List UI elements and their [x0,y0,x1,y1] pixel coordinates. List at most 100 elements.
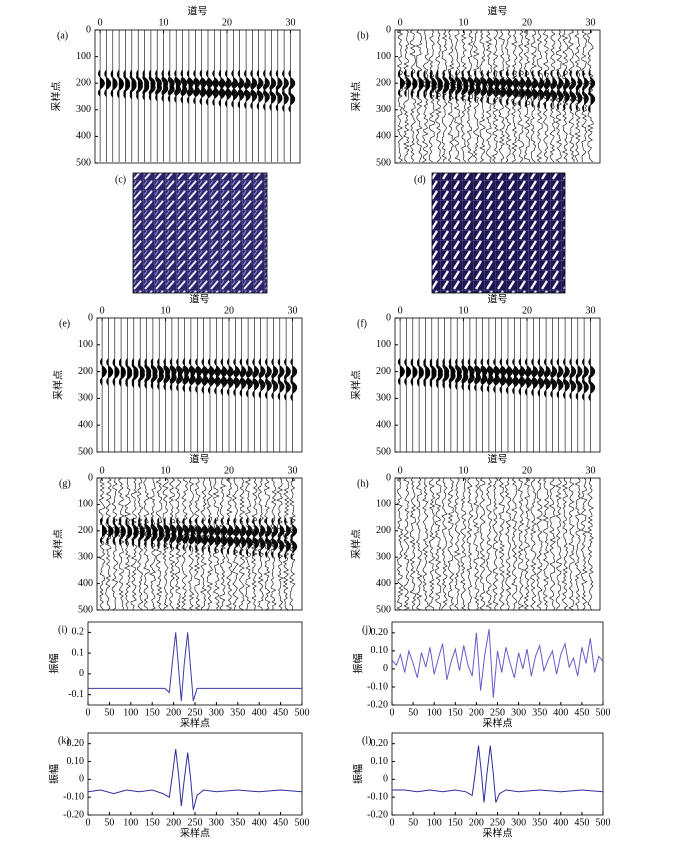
panel-label: (e) [59,318,70,329]
wavelet [98,69,105,97]
wavelet [563,372,570,399]
trace [428,477,436,611]
panel-label: (a) [57,30,68,41]
wavelet [588,374,596,402]
plot-frame [394,317,601,453]
wavelet [161,75,169,102]
wavelet [429,360,437,388]
wavelet [524,358,532,386]
wavelet [226,358,234,386]
wavelet [518,368,526,396]
wavelet [474,364,481,392]
y-tick-label: 0.20 [371,627,389,638]
wavelet [455,74,462,102]
y-tick-label: 400 [76,131,91,142]
x-tick-label: 30 [285,17,295,28]
x-tick-label: 250 [490,817,505,828]
wavelet [467,364,475,391]
x-tick-label: 200 [166,707,181,718]
trace [422,29,429,163]
x-axis-title: 道号 [488,292,508,305]
y-axis-title: 采样点 [349,529,362,559]
wavelet [131,520,139,547]
y-tick-label: 0 [79,774,84,785]
trace [574,477,582,611]
trace [530,29,537,163]
wavelet [212,79,220,107]
wavelet [423,360,431,388]
x-tick-label: 100 [123,707,138,718]
x-tick-label: 10 [459,465,469,476]
wavelet [499,78,507,106]
y-tick-label: 100 [78,339,93,350]
plot-frame [96,317,303,453]
wavelet [112,518,120,546]
wavelet [174,76,181,103]
y-tick-label: 0.20 [67,738,85,749]
plot-frame [87,621,303,706]
panel-label: (k) [58,735,70,746]
trace [181,477,188,611]
trace [200,477,208,611]
y-tick-label: 0.10 [371,645,389,656]
x-axis-title: 采样点 [483,826,513,839]
wavelet [461,363,469,391]
panel-label: (l) [362,735,371,746]
wavelet [233,528,241,556]
wavelet [207,358,215,386]
wavelet [144,521,152,548]
x-tick-label: 30 [585,465,595,476]
x-tick-label: 200 [469,817,484,828]
wavelet [480,365,488,392]
wavelet [410,359,418,387]
wavelet [233,369,241,397]
trace [422,477,429,611]
x-tick-label: 10 [159,17,169,28]
y-tick-label: 400 [78,419,93,430]
wavelet [499,366,507,394]
wavelet [524,69,532,97]
x-tick-label: 450 [273,817,288,828]
wavelet [100,358,107,386]
wavelet [258,371,266,399]
x-tick-label: 30 [585,305,595,316]
wavelet [243,82,251,109]
wavelet [499,358,507,386]
wavelet [138,520,145,548]
y-tick-label: 200 [76,77,91,88]
y-tick-label: 400 [376,419,391,430]
wavelet [531,69,539,97]
y-tick-label: 0.10 [67,756,85,767]
wavelet [505,358,513,386]
wavelet [252,371,260,398]
trace [396,477,404,611]
y-tick-label: 200 [78,366,93,377]
wavelet [155,74,162,102]
wavelet [226,517,234,545]
trace [105,477,112,611]
wavelet [543,82,551,109]
trace [561,477,569,611]
trace [568,477,575,611]
wavelet [182,524,190,552]
y-tick-label: 200 [376,525,391,536]
wavelet [169,364,177,391]
plot-frame [391,732,604,816]
trace [402,29,411,163]
wavelet [104,70,112,98]
wavelet [398,69,405,97]
x-axis-title: 道号 [488,452,508,465]
x-tick-label: 20 [522,17,532,28]
y-axis-title: 振幅 [47,654,60,674]
wavelet [282,69,289,97]
x-tick-label: 20 [222,17,232,28]
wavelet [436,361,443,389]
panel-label: (g) [59,478,71,489]
wavelet [512,367,520,395]
x-tick-label: 400 [252,817,267,828]
x-tick-label: 50 [408,817,418,828]
trace [498,477,505,611]
wavelet [117,71,124,99]
x-tick-label: 200 [469,707,484,718]
wavelet [404,70,412,98]
